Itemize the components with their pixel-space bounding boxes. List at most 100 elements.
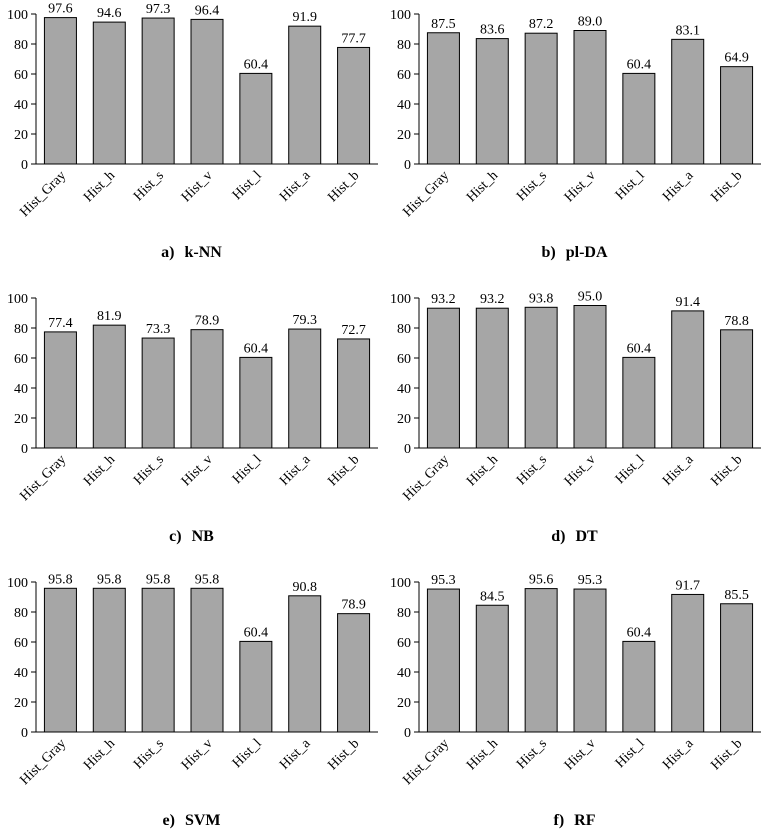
- data-label: 60.4: [244, 57, 269, 72]
- caption-label: e): [162, 812, 175, 829]
- bar-hist-s: [141, 17, 175, 165]
- x-tick-label: Hist_h: [464, 168, 501, 205]
- data-label: 60.4: [244, 625, 269, 640]
- y-tick-label: 0: [404, 442, 411, 457]
- bar-hist-s: [524, 588, 558, 733]
- x-tick-label: Hist_b: [325, 452, 362, 489]
- caption-title: RF: [574, 812, 596, 829]
- x-tick-label: Hist_s: [131, 452, 167, 488]
- caption-title: k-NN: [184, 244, 222, 261]
- y-tick-label: 100: [390, 576, 411, 591]
- panel-pl-da: 0 20 40 60 80 100 87.5 Hist_Gray 83.6 Hist_h 87.2 H…: [383, 0, 766, 230]
- y-tick-label: 80: [397, 606, 411, 621]
- bar-hist-gray: [43, 587, 77, 733]
- bar-hist-b: [720, 66, 754, 165]
- caption-label: b): [541, 244, 556, 261]
- data-label: 77.4: [48, 316, 73, 331]
- caption-knn: a) k-NN: [0, 244, 383, 262]
- bar-hist-a: [288, 25, 322, 165]
- bar-chart-rf: 0 20 40 60 80 100 95.3 Hist_Gray 84.5 Hist_h 95.6 H…: [390, 573, 761, 788]
- bar-hist-b: [337, 46, 371, 165]
- bar-hist-l: [239, 640, 273, 733]
- data-label: 93.2: [431, 292, 456, 307]
- data-label: 93.8: [529, 291, 554, 306]
- data-label: 85.5: [724, 588, 749, 603]
- x-tick-label: Hist_l: [613, 452, 648, 487]
- bar-hist-v: [190, 329, 224, 449]
- data-label: 60.4: [627, 57, 652, 72]
- bar-hist-l: [622, 356, 656, 449]
- y-tick-label: 20: [397, 128, 411, 143]
- x-tick-label: Hist_Gray: [17, 168, 69, 220]
- y-tick-label: 40: [397, 382, 411, 397]
- caption-nb: c) NB: [0, 528, 383, 546]
- bar-chart-pl-da: 0 20 40 60 80 100 87.5 Hist_Gray 83.6 Hist_h 87.2 H…: [390, 8, 761, 220]
- bar-chart-dt: 0 20 40 60 80 100 93.2 Hist_Gray 93.2 Hist_h 93.8 H…: [390, 290, 761, 504]
- x-tick-label: Hist_v: [562, 168, 599, 205]
- caption-title: DT: [575, 528, 598, 545]
- data-label: 95.0: [578, 290, 603, 305]
- caption-title: NB: [191, 528, 214, 545]
- data-label: 73.3: [146, 322, 171, 337]
- bar-hist-h: [92, 324, 126, 449]
- x-tick-label: Hist_Gray: [400, 736, 452, 788]
- y-tick-label: 0: [21, 442, 28, 457]
- x-tick-label: Hist_l: [230, 736, 265, 771]
- caption-title: pl-DA: [565, 244, 608, 261]
- y-tick-label: 100: [7, 292, 28, 307]
- y-tick-label: 20: [14, 696, 28, 711]
- y-tick-label: 100: [7, 576, 28, 591]
- y-tick-label: 80: [14, 38, 28, 53]
- y-tick-label: 80: [397, 38, 411, 53]
- x-tick-label: Hist_a: [660, 736, 697, 773]
- y-tick-label: 60: [397, 636, 411, 651]
- bar-hist-gray: [426, 588, 460, 733]
- bar-chart-nb: 0 20 40 60 80 100 77.4 Hist_Gray 81.9 Hist_h 73.3 H…: [7, 292, 378, 504]
- y-tick-label: 80: [14, 606, 28, 621]
- x-tick-label: Hist_b: [708, 452, 745, 489]
- bar-hist-v: [573, 305, 607, 449]
- data-label: 78.9: [195, 314, 220, 329]
- y-tick-label: 20: [14, 412, 28, 427]
- x-tick-label: Hist_s: [514, 168, 550, 204]
- x-tick-label: Hist_a: [277, 168, 314, 205]
- y-tick-label: 0: [21, 158, 28, 173]
- x-tick-label: Hist_v: [562, 736, 599, 773]
- data-label: 87.2: [529, 17, 554, 32]
- x-tick-label: Hist_s: [514, 452, 550, 488]
- panel-dt: 0 20 40 60 80 100 93.2 Hist_Gray 93.2 Hist_h 93.8 H…: [383, 284, 766, 514]
- x-tick-label: Hist_a: [277, 452, 314, 489]
- bar-hist-s: [524, 306, 558, 449]
- x-tick-label: Hist_l: [613, 168, 648, 203]
- panel-nb: 0 20 40 60 80 100 77.4 Hist_Gray 81.9 Hist_h 73.3 H…: [0, 284, 383, 514]
- bar-hist-s: [141, 587, 175, 733]
- bar-hist-l: [239, 72, 273, 165]
- data-label: 96.4: [195, 3, 220, 18]
- bar-hist-b: [720, 603, 754, 733]
- panel-svm: 0 20 40 60 80 100 95.8 Hist_Gray 95.8 Hist_h 95.8 H…: [0, 568, 383, 798]
- bar-hist-a: [288, 595, 322, 733]
- bar-hist-h: [475, 307, 509, 449]
- caption-label: c): [169, 528, 182, 545]
- y-tick-label: 40: [397, 98, 411, 113]
- data-label: 95.8: [48, 572, 73, 587]
- x-tick-label: Hist_h: [81, 452, 118, 489]
- x-tick-label: Hist_s: [131, 736, 167, 772]
- x-tick-label: Hist_l: [230, 168, 265, 203]
- x-tick-label: Hist_a: [660, 168, 697, 205]
- x-tick-label: Hist_Gray: [17, 452, 69, 504]
- data-label: 60.4: [244, 341, 269, 356]
- y-tick-label: 40: [14, 98, 28, 113]
- bar-hist-b: [337, 338, 371, 449]
- bar-hist-gray: [426, 307, 460, 449]
- bar-hist-gray: [43, 17, 77, 165]
- y-tick-label: 60: [397, 68, 411, 83]
- x-tick-label: Hist_s: [131, 168, 167, 204]
- y-tick-label: 0: [404, 158, 411, 173]
- x-tick-label: Hist_Gray: [17, 736, 69, 788]
- y-tick-label: 100: [390, 8, 411, 23]
- caption-label: d): [551, 528, 566, 545]
- data-label: 83.6: [480, 23, 505, 38]
- y-tick-label: 60: [14, 636, 28, 651]
- data-label: 95.8: [146, 572, 171, 587]
